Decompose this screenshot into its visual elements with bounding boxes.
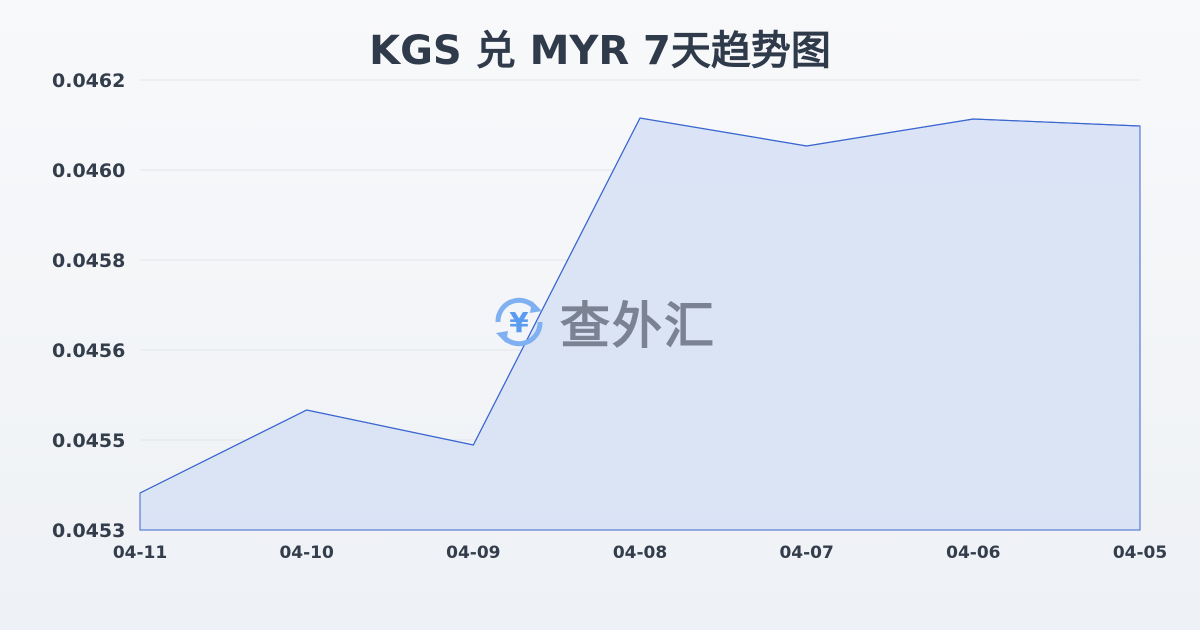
data-point (806, 145, 808, 147)
watermark-text: 查外汇 (560, 297, 716, 355)
y-tick-label: 0.0456 (52, 340, 125, 362)
data-point (139, 492, 141, 494)
x-tick-label: 04-05 (1113, 543, 1167, 563)
data-point (306, 409, 308, 411)
y-tick-label: 0.0453 (52, 520, 125, 542)
x-tick-label: 04-07 (779, 543, 833, 563)
data-point (972, 118, 974, 120)
watermark: ¥ 查外汇 (488, 286, 716, 358)
y-tick-label: 0.0460 (52, 160, 125, 182)
x-tick-label: 04-06 (946, 543, 1000, 563)
chart-title: KGS 兑 MYR 7天趋势图 (369, 28, 831, 74)
x-tick-label: 04-11 (113, 543, 167, 563)
y-tick-label: 0.0462 (52, 70, 125, 92)
svg-text:¥: ¥ (509, 306, 529, 339)
x-tick-label: 04-09 (446, 543, 500, 563)
data-point (1139, 125, 1141, 127)
y-tick-label: 0.0455 (52, 430, 125, 452)
data-point (472, 444, 474, 446)
data-point (639, 117, 641, 119)
yen-exchange-icon: ¥ (495, 297, 543, 347)
x-tick-label: 04-08 (613, 543, 667, 563)
x-tick-label: 04-10 (279, 543, 334, 563)
y-tick-label: 0.0458 (52, 250, 125, 272)
